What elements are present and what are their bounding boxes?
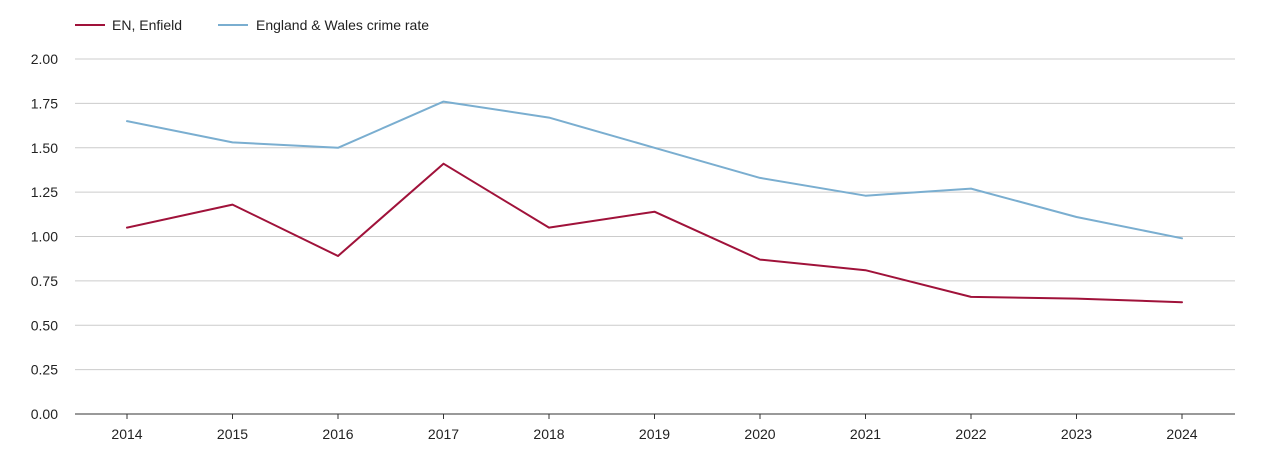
y-tick-label: 1.50 bbox=[31, 140, 58, 156]
y-tick-label: 2.00 bbox=[31, 51, 58, 67]
y-tick-label: 1.25 bbox=[31, 184, 58, 200]
y-tick-label: 0.75 bbox=[31, 273, 58, 289]
x-tick-label: 2015 bbox=[217, 426, 248, 442]
x-tick-label: 2022 bbox=[955, 426, 986, 442]
x-tick-label: 2023 bbox=[1061, 426, 1092, 442]
series-line-en-enfield bbox=[126, 162, 1183, 304]
y-tick-label: 1.00 bbox=[31, 229, 58, 245]
y-axis: 0.00 0.25 0.50 0.75 1.00 1.25 1.50 1.75 2.00 bbox=[31, 51, 58, 422]
x-tick-label: 2021 bbox=[850, 426, 881, 442]
x-tick-label: 2014 bbox=[111, 426, 142, 442]
series-lines bbox=[126, 100, 1183, 304]
series-line-england-wales-crime-rate bbox=[126, 100, 1183, 240]
x-tick-label: 2019 bbox=[639, 426, 670, 442]
x-tick-label: 2018 bbox=[533, 426, 564, 442]
y-tick-label: 0.50 bbox=[31, 317, 58, 333]
x-axis: 2014 2015 2016 2017 2018 2019 2020 2021 2022 2023… bbox=[111, 414, 1198, 442]
x-tick-label: 2020 bbox=[744, 426, 775, 442]
x-tick-label: 2017 bbox=[428, 426, 459, 442]
x-tick-label: 2016 bbox=[322, 426, 353, 442]
legend-label-england-wales: England & Wales crime rate bbox=[256, 17, 429, 33]
y-tick-label: 0.00 bbox=[31, 406, 58, 422]
y-tick-label: 0.25 bbox=[31, 362, 58, 378]
x-tick-label: 2024 bbox=[1166, 426, 1197, 442]
y-tick-label: 1.75 bbox=[31, 95, 58, 111]
legend: EN, Enfield England & Wales crime rate bbox=[75, 17, 429, 33]
gridlines bbox=[75, 58, 1235, 415]
legend-label-enfield: EN, Enfield bbox=[112, 17, 182, 33]
